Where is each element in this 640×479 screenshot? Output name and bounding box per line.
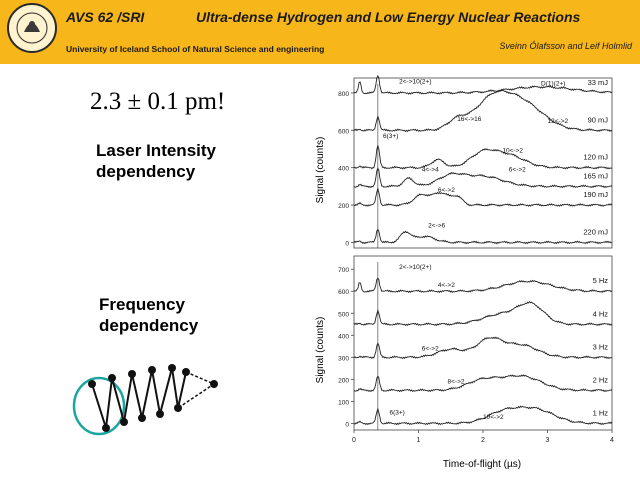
y-tick-label: 400 bbox=[338, 333, 349, 340]
peak-annotation: 10<->2 bbox=[502, 148, 523, 155]
frequency-panel: 0 100 200 300 400 500 600 700 0 1 2 3 4 5 Hz 4 Hz 3 Hz 2… bbox=[338, 255, 614, 444]
y-axis-label-top: Signal (counts) bbox=[315, 137, 326, 204]
series-label: 165 mJ bbox=[583, 171, 608, 180]
series-label: 190 mJ bbox=[583, 190, 608, 199]
series-trace bbox=[353, 167, 613, 189]
frequency-heading: Frequency dependency bbox=[99, 295, 199, 335]
x-tick-label: 1 bbox=[417, 437, 421, 444]
peak-annotation: 6<->2 bbox=[422, 346, 439, 353]
peak-annotation: 16<->16 bbox=[457, 116, 482, 123]
series-trace bbox=[353, 228, 613, 245]
y-axis-label-bottom: Signal (counts) bbox=[315, 317, 326, 384]
plot-frame bbox=[353, 255, 613, 431]
y-tick-label: 500 bbox=[338, 311, 349, 318]
series-trace bbox=[353, 188, 613, 207]
x-axis-label: Time-of-flight (µs) bbox=[443, 459, 521, 470]
series-trace bbox=[353, 89, 613, 133]
series-label: 4 Hz bbox=[593, 309, 609, 318]
peak-annotation: 2<->6 bbox=[428, 222, 445, 229]
result-text: 2.3 ± 0.1 pm! bbox=[90, 88, 226, 115]
peak-annotation: 6<->2 bbox=[438, 187, 455, 194]
series-label: 33 mJ bbox=[588, 78, 609, 87]
peak-annotation: 6<->2 bbox=[509, 166, 526, 173]
y-tick-label: 400 bbox=[338, 166, 349, 173]
series-trace bbox=[353, 300, 613, 327]
y-tick-label: 700 bbox=[338, 267, 349, 274]
peak-annotation: 4<->4 bbox=[422, 166, 439, 173]
peak-annotation: 12<->2 bbox=[548, 118, 569, 125]
peak-annotation: D(1)(2+) bbox=[541, 80, 565, 87]
y-tick-label: 0 bbox=[345, 421, 349, 428]
series-label: 220 mJ bbox=[583, 227, 608, 236]
peak-annotation: 8<->2 bbox=[448, 379, 465, 386]
series-label: 90 mJ bbox=[588, 115, 609, 124]
y-tick-label: 300 bbox=[338, 355, 349, 362]
series-label: 120 mJ bbox=[583, 153, 608, 162]
laser-intensity-heading: Laser Intensity dependency bbox=[96, 141, 216, 181]
series-trace bbox=[353, 336, 613, 360]
peak-annotation: 2<->10(2+) bbox=[399, 264, 431, 271]
series-trace bbox=[353, 374, 613, 393]
header-banner: AVS 62 /SRI Ultra-dense Hydrogen and Low… bbox=[0, 0, 640, 64]
y-tick-label: 200 bbox=[338, 377, 349, 384]
institution-label: University of Iceland School of Natural … bbox=[66, 44, 325, 54]
series-trace bbox=[353, 143, 613, 170]
authors-label: Sveinn Ólafsson and Leif Holmlid bbox=[499, 41, 632, 51]
peak-annotation: 10<->2 bbox=[483, 414, 504, 421]
series-label: 5 Hz bbox=[593, 276, 609, 285]
y-tick-label: 600 bbox=[338, 128, 349, 135]
page-title: Ultra-dense Hydrogen and Low Energy Nucl… bbox=[196, 9, 581, 25]
molecule-chain-illustration bbox=[72, 364, 218, 436]
series-trace bbox=[353, 74, 613, 95]
series-label: 1 Hz bbox=[593, 408, 609, 417]
peak-annotation: 6(3+) bbox=[383, 133, 398, 140]
y-tick-label: 800 bbox=[338, 91, 349, 98]
y-tick-label: 600 bbox=[338, 289, 349, 296]
x-tick-label: 3 bbox=[546, 437, 550, 444]
series-label: 2 Hz bbox=[593, 375, 609, 384]
x-tick-label: 4 bbox=[610, 437, 614, 444]
series-trace bbox=[353, 277, 613, 294]
y-tick-label: 100 bbox=[338, 399, 349, 406]
y-tick-label: 0 bbox=[345, 240, 349, 247]
series-label: 3 Hz bbox=[593, 342, 609, 351]
peak-annotation: 6(3+) bbox=[389, 410, 404, 417]
series-trace bbox=[353, 405, 613, 426]
peak-annotation: 2<->10(2+) bbox=[399, 79, 431, 86]
venue-label: AVS 62 /SRI bbox=[66, 9, 145, 25]
x-tick-label: 0 bbox=[352, 437, 356, 444]
x-tick-label: 2 bbox=[481, 437, 485, 444]
laser-intensity-panel: 0 200 400 600 800 33 mJ 90 mJ 120 mJ 165 mJ 190 m… bbox=[338, 74, 613, 249]
university-seal-icon bbox=[7, 3, 57, 53]
y-tick-label: 200 bbox=[338, 203, 349, 210]
plot-frame bbox=[353, 77, 613, 249]
peak-annotation: 4<->2 bbox=[438, 282, 455, 289]
